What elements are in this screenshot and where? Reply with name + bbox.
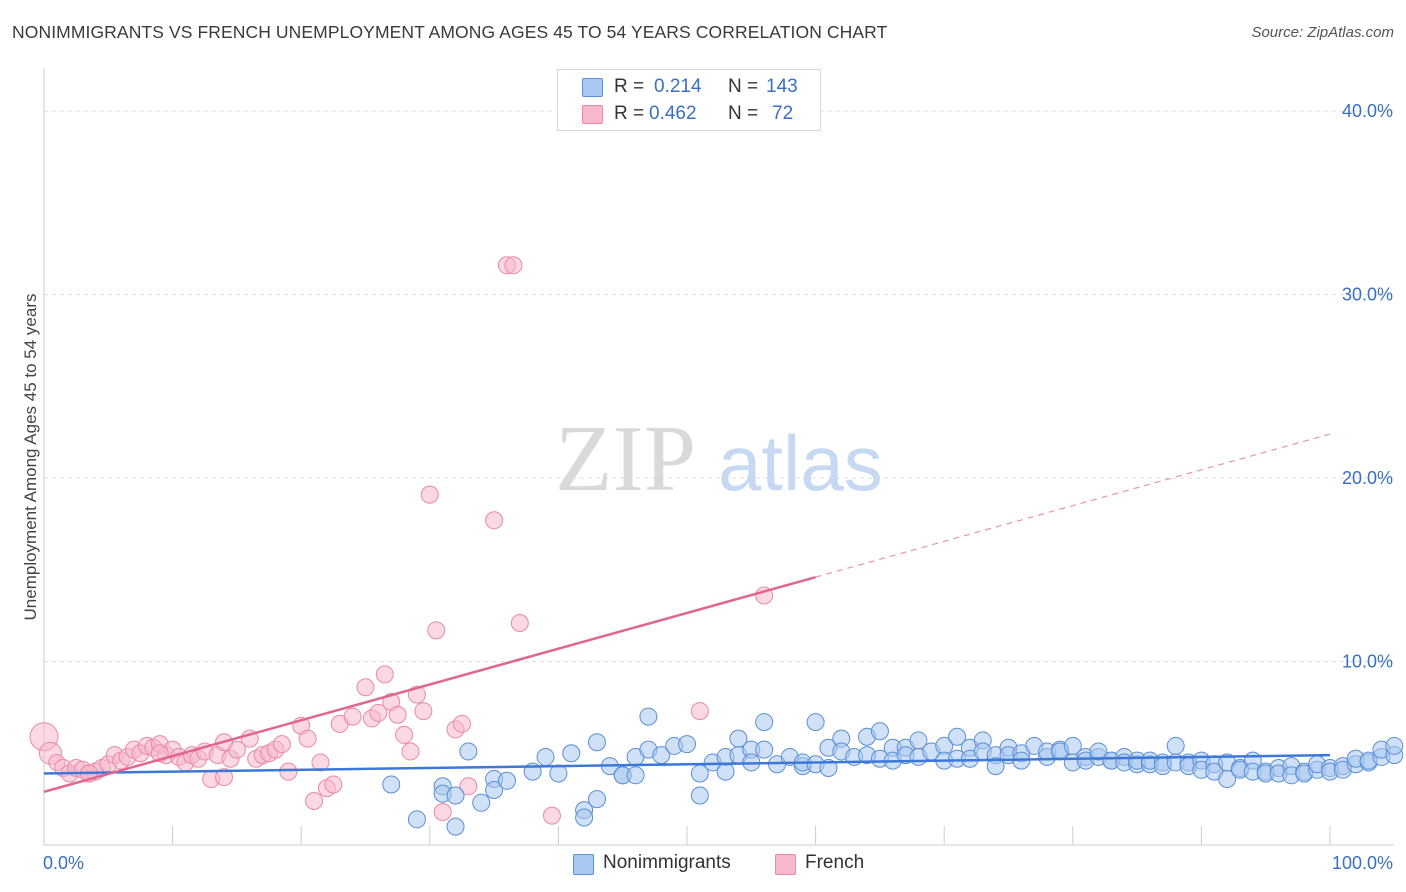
french-point	[542, 806, 561, 825]
legend-n-label: N =	[728, 76, 759, 97]
nonimmigrants-points	[382, 707, 1404, 836]
correlation-legend: R = 0.214 N = 143 R = 0.462 N = 72	[557, 69, 821, 131]
nonimmigrants-point	[639, 707, 658, 726]
nonimmigrants-point	[1166, 736, 1185, 755]
french-point	[452, 714, 471, 733]
nonimmigrants-point	[485, 780, 504, 799]
nonimmigrants-point	[459, 742, 478, 761]
french-point	[401, 742, 420, 761]
legend-n-value: 72	[772, 103, 794, 124]
nonimmigrants-point	[806, 713, 825, 732]
french-point	[215, 768, 234, 787]
french-point	[311, 753, 330, 772]
french-point	[272, 735, 291, 754]
french-point	[395, 725, 414, 744]
french-points	[29, 256, 774, 825]
y-tick-label: 30.0%	[1342, 285, 1393, 305]
legend-r-value: 0.462	[649, 103, 697, 124]
french-trend-line	[43, 575, 816, 794]
legend-n-value: 143	[766, 76, 798, 97]
legend-swatch-pink	[582, 105, 603, 124]
french-point	[324, 775, 343, 794]
nonimmigrants-point	[716, 762, 735, 781]
nonimmigrants-point	[1063, 736, 1082, 755]
legend-swatch-blue	[582, 78, 603, 97]
french-point	[504, 256, 523, 275]
french-point	[375, 665, 394, 684]
nonimmigrants-point	[626, 766, 645, 785]
nonimmigrants-point	[587, 733, 606, 752]
french-point	[510, 614, 529, 633]
y-tick-label: 20.0%	[1342, 468, 1393, 488]
nonimmigrants-point	[1385, 736, 1404, 755]
legend-n-label: N =	[728, 103, 759, 124]
nonimmigrants-point	[446, 786, 465, 805]
nonimmigrants-point	[549, 764, 568, 783]
french-point	[298, 729, 317, 748]
axes	[43, 68, 1394, 846]
bottom-legend-label: French	[805, 852, 865, 873]
legend-r-label: R =	[614, 103, 645, 124]
nonimmigrants-point	[382, 775, 401, 794]
french-trend-extrapolation	[815, 433, 1331, 578]
nonimmigrants-point	[472, 793, 491, 812]
french-point	[459, 777, 478, 796]
y-axis-label: Unemployment Among Ages 45 to 54 years	[21, 294, 40, 621]
french-point	[356, 678, 375, 697]
x-tick-label: 100.0%	[1332, 853, 1393, 873]
nonimmigrants-point	[446, 817, 465, 836]
bottom-legend-swatch-pink	[775, 854, 796, 875]
y-tick-label: 40.0%	[1342, 101, 1393, 121]
bottom-legend-swatch-blue	[573, 854, 594, 875]
chart-title: NONIMMIGRANTS VS FRENCH UNEMPLOYMENT AMO…	[12, 22, 888, 42]
tick-labels: 10.0% 20.0% 30.0% 40.0% 0.0% 100.0%	[43, 101, 1393, 873]
watermark-atlas: atlas	[718, 419, 883, 507]
nonimmigrants-point	[690, 786, 709, 805]
nonimmigrants-point	[587, 790, 606, 809]
nonimmigrants-trend-line	[43, 753, 1331, 775]
nonimmigrants-point	[562, 744, 581, 763]
legend-r-value: 0.214	[654, 76, 702, 97]
nonimmigrants-point	[536, 747, 555, 766]
french-point	[433, 802, 452, 821]
french-point	[305, 791, 324, 810]
nonimmigrants-point	[678, 735, 696, 754]
source-credit: Source: ZipAtlas.com	[1251, 24, 1394, 41]
nonimmigrants-point	[755, 740, 774, 759]
bottom-legend-label: Nonimmigrants	[603, 852, 731, 873]
watermark: ZIP atlas	[555, 407, 883, 511]
legend-r-label: R =	[614, 76, 645, 97]
nonimmigrants-point	[575, 808, 594, 827]
french-point	[343, 707, 362, 726]
french-point	[414, 702, 433, 721]
french-point	[420, 485, 439, 504]
nonimmigrants-point	[407, 810, 426, 829]
y-tick-label: 10.0%	[1342, 652, 1393, 672]
french-point	[427, 621, 446, 640]
nonimmigrants-point	[948, 727, 967, 746]
nonimmigrants-point	[870, 722, 889, 741]
french-point	[485, 511, 504, 530]
x-tick-label: 0.0%	[43, 853, 84, 873]
nonimmigrants-point	[1089, 742, 1108, 761]
watermark-zip: ZIP	[555, 407, 696, 511]
nonimmigrants-point	[755, 713, 774, 732]
gridlines	[44, 110, 1394, 663]
nonimmigrants-point	[986, 757, 1005, 776]
french-point	[388, 705, 407, 724]
french-point	[369, 703, 388, 722]
nonimmigrants-point	[819, 758, 838, 777]
nonimmigrants-point	[497, 771, 516, 790]
french-point	[690, 702, 709, 721]
french-point	[279, 762, 298, 781]
trend-lines	[43, 433, 1331, 794]
